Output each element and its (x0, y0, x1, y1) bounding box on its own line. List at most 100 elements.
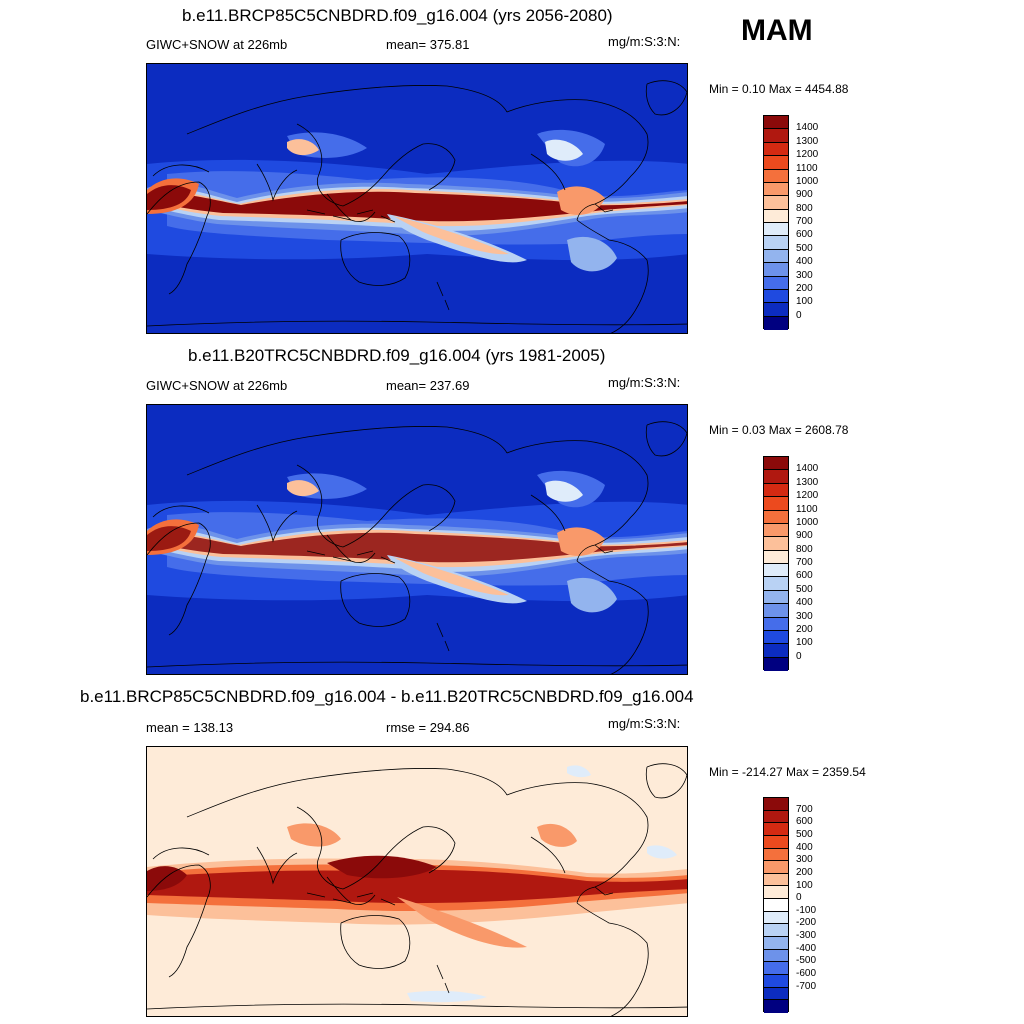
colorbar-label: 1400 (796, 122, 819, 134)
colorbar-swatch (764, 169, 788, 183)
colorbar-swatch (764, 303, 788, 317)
colorbar-label: -400 (796, 942, 817, 954)
colorbar-swatch (764, 249, 788, 264)
colorbar-swatch (764, 142, 788, 157)
colorbar-label: 1400 (796, 463, 819, 475)
panel3-minmax: Min = -214.27 Max = 2359.54 (709, 765, 866, 779)
colorbar-swatch (764, 861, 788, 874)
colorbar-label: 1200 (796, 490, 819, 502)
colorbar-label: 900 (796, 530, 813, 542)
colorbar-label: 700 (796, 557, 813, 568)
colorbar-label: 800 (796, 543, 813, 555)
colorbar-label: -100 (796, 904, 817, 916)
colorbar-swatch (764, 617, 788, 631)
panel2-units: mg/m:S:3:N: (608, 375, 681, 390)
colorbar-label: 1200 (796, 149, 819, 161)
colorbar-label: 800 (796, 202, 813, 214)
colorbar-label: 1300 (796, 476, 819, 488)
colorbar-swatch (764, 457, 788, 471)
colorbar-swatch (764, 116, 788, 130)
season-label: MAM (741, 14, 813, 47)
colorbar-label: 600 (796, 229, 813, 241)
panel2-map (146, 404, 688, 675)
panel3-title: b.e11.BRCP85C5CNBDRD.f09_g16.004 - b.e11… (80, 687, 694, 706)
colorbar-swatch (764, 911, 788, 925)
colorbar-swatch (764, 497, 788, 511)
colorbar-label: 200 (796, 623, 813, 635)
colorbar-swatch (764, 873, 788, 887)
colorbar-label: 700 (796, 216, 813, 227)
colorbar-label: 1100 (796, 162, 818, 174)
colorbar-label: 600 (796, 570, 813, 582)
colorbar-swatch (764, 987, 788, 1001)
colorbar-swatch (764, 196, 788, 210)
panel2-title: b.e11.B20TRC5CNBDRD.f09_g16.004 (yrs 198… (188, 346, 606, 365)
colorbar-label: -700 (796, 980, 817, 992)
colorbar-label: 400 (796, 841, 813, 853)
colorbar-label: 0 (796, 309, 802, 321)
colorbar-swatch (764, 590, 788, 605)
colorbar-swatch (764, 1000, 788, 1013)
colorbar-swatch (764, 899, 788, 912)
colorbar-swatch (764, 289, 788, 304)
panel2-colorbar (763, 456, 789, 671)
colorbar-label: 300 (796, 610, 813, 622)
colorbar-label: 400 (796, 256, 813, 268)
panel3-map (146, 746, 688, 1017)
colorbar-swatch (764, 604, 788, 618)
colorbar-label: 700 (796, 803, 813, 815)
colorbar-swatch (764, 974, 788, 988)
colorbar-swatch (764, 510, 788, 524)
colorbar-label: -200 (796, 917, 817, 929)
panel1-map-field (147, 64, 687, 333)
colorbar-swatch (764, 810, 788, 824)
colorbar-swatch (764, 156, 788, 170)
panel3-map-field (147, 747, 687, 1016)
colorbar-swatch (764, 924, 788, 938)
colorbar-swatch (764, 550, 788, 564)
colorbar-swatch (764, 537, 788, 551)
panel1-map (146, 63, 688, 334)
panel1-mean: mean= 375.81 (386, 37, 470, 52)
panel1-colorbar (763, 115, 789, 330)
colorbar-label: 200 (796, 866, 813, 878)
colorbar-swatch (764, 798, 788, 811)
colorbar-swatch (764, 937, 788, 950)
colorbar-swatch (764, 949, 788, 963)
panel2-minmax: Min = 0.03 Max = 2608.78 (709, 423, 849, 437)
colorbar-swatch (764, 848, 788, 862)
colorbar-swatch (764, 564, 788, 578)
panel1-title: b.e11.BRCP85C5CNBDRD.f09_g16.004 (yrs 20… (182, 6, 613, 25)
colorbar-label: 100 (796, 296, 813, 308)
panel2-map-field (147, 405, 687, 674)
colorbar-label: 200 (796, 282, 813, 294)
colorbar-swatch (764, 236, 788, 250)
colorbar-swatch (764, 276, 788, 290)
colorbar-swatch (764, 182, 788, 197)
colorbar-swatch (764, 630, 788, 645)
colorbar-swatch (764, 263, 788, 277)
colorbar-swatch (764, 962, 788, 975)
colorbar-label: 0 (796, 650, 802, 662)
panel1-units: mg/m:S:3:N: (608, 34, 681, 49)
colorbar-label: 300 (796, 269, 813, 281)
colorbar-swatch (764, 209, 788, 223)
colorbar-label: 100 (796, 879, 813, 891)
colorbar-swatch (764, 835, 788, 849)
colorbar-label: -500 (796, 955, 817, 967)
colorbar-swatch (764, 223, 788, 237)
colorbar-label: 100 (796, 637, 813, 649)
colorbar-label: 300 (796, 854, 813, 866)
colorbar-label: 1000 (796, 516, 819, 528)
colorbar-swatch (764, 129, 788, 143)
colorbar-label: 900 (796, 189, 813, 201)
colorbar-swatch (764, 644, 788, 658)
colorbar-swatch (764, 523, 788, 538)
colorbar-swatch (764, 483, 788, 498)
colorbar-swatch (764, 577, 788, 591)
panel2-variable-label: GIWC+SNOW at 226mb (146, 378, 288, 393)
panel3-rmse: rmse = 294.86 (386, 720, 470, 735)
colorbar-label: 0 (796, 892, 802, 904)
panel3-colorbar (763, 797, 789, 1013)
panel2-mean: mean= 237.69 (386, 378, 470, 393)
